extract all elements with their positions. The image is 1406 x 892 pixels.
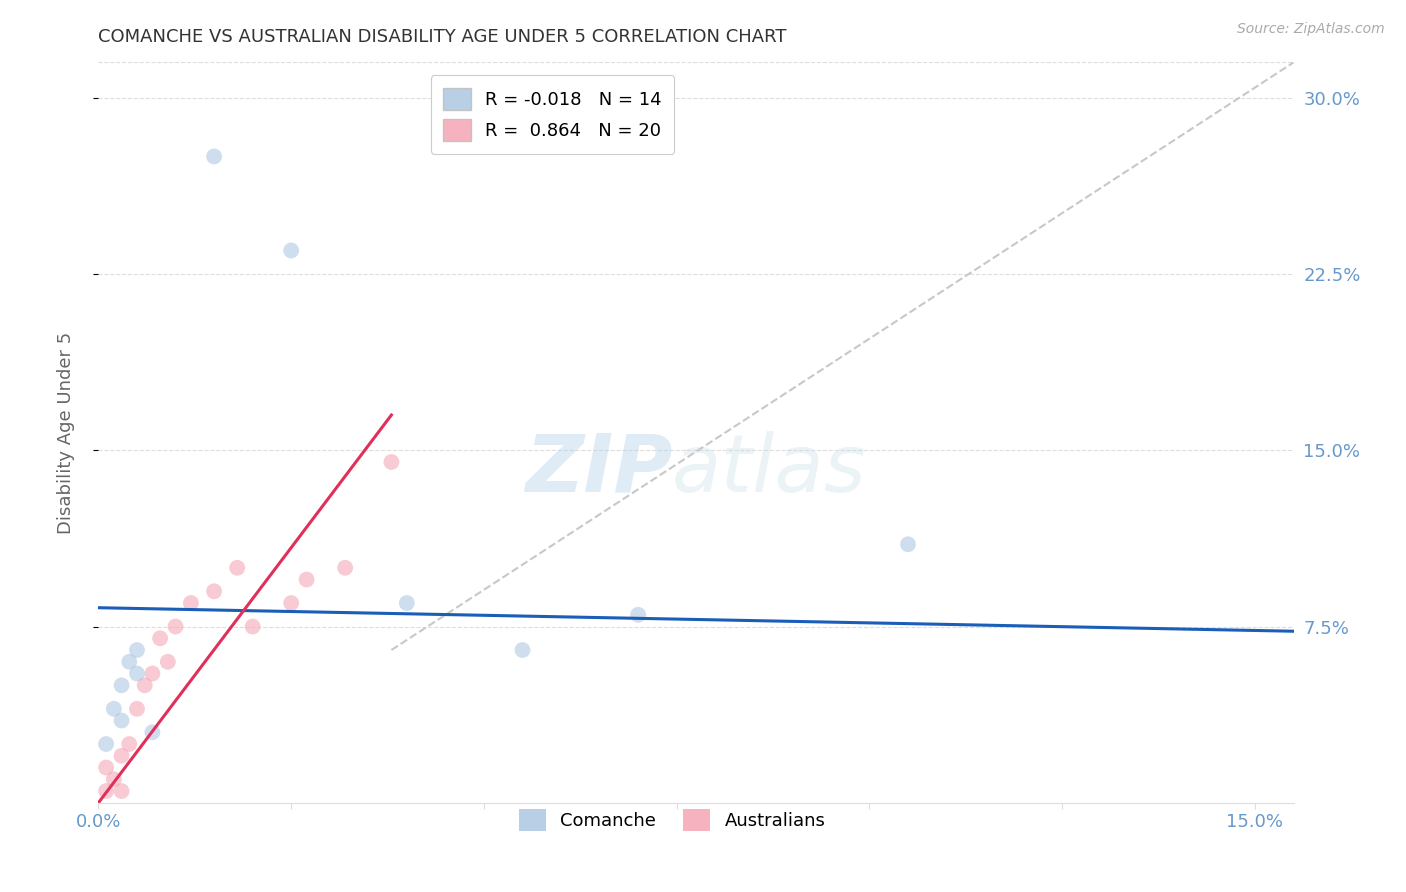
Point	[180, 596, 202, 610]
Point	[280, 596, 302, 610]
Point	[103, 772, 125, 787]
Point	[118, 655, 141, 669]
Point	[512, 643, 534, 657]
Text: Source: ZipAtlas.com: Source: ZipAtlas.com	[1237, 22, 1385, 37]
Point	[110, 748, 132, 763]
Point	[125, 702, 148, 716]
Point	[94, 760, 117, 774]
Point	[202, 149, 225, 163]
Text: atlas: atlas	[672, 431, 868, 508]
Point	[118, 737, 141, 751]
Point	[333, 561, 356, 575]
Point	[165, 619, 187, 633]
Point	[110, 784, 132, 798]
Point	[141, 666, 163, 681]
Point	[149, 632, 172, 646]
Point	[94, 784, 117, 798]
Text: ZIP: ZIP	[524, 431, 672, 508]
Point	[125, 643, 148, 657]
Point	[242, 619, 264, 633]
Point	[134, 678, 156, 692]
Point	[380, 455, 402, 469]
Point	[141, 725, 163, 739]
Point	[395, 596, 418, 610]
Point	[125, 666, 148, 681]
Point	[897, 537, 920, 551]
Point	[627, 607, 650, 622]
Point	[110, 714, 132, 728]
Point	[156, 655, 179, 669]
Point	[94, 737, 117, 751]
Point	[226, 561, 249, 575]
Point	[110, 678, 132, 692]
Text: COMANCHE VS AUSTRALIAN DISABILITY AGE UNDER 5 CORRELATION CHART: COMANCHE VS AUSTRALIAN DISABILITY AGE UN…	[98, 28, 787, 45]
Point	[280, 244, 302, 258]
Y-axis label: Disability Age Under 5: Disability Age Under 5	[56, 332, 75, 533]
Legend: Comanche, Australians: Comanche, Australians	[512, 802, 832, 838]
Point	[103, 702, 125, 716]
Point	[295, 573, 318, 587]
Point	[202, 584, 225, 599]
